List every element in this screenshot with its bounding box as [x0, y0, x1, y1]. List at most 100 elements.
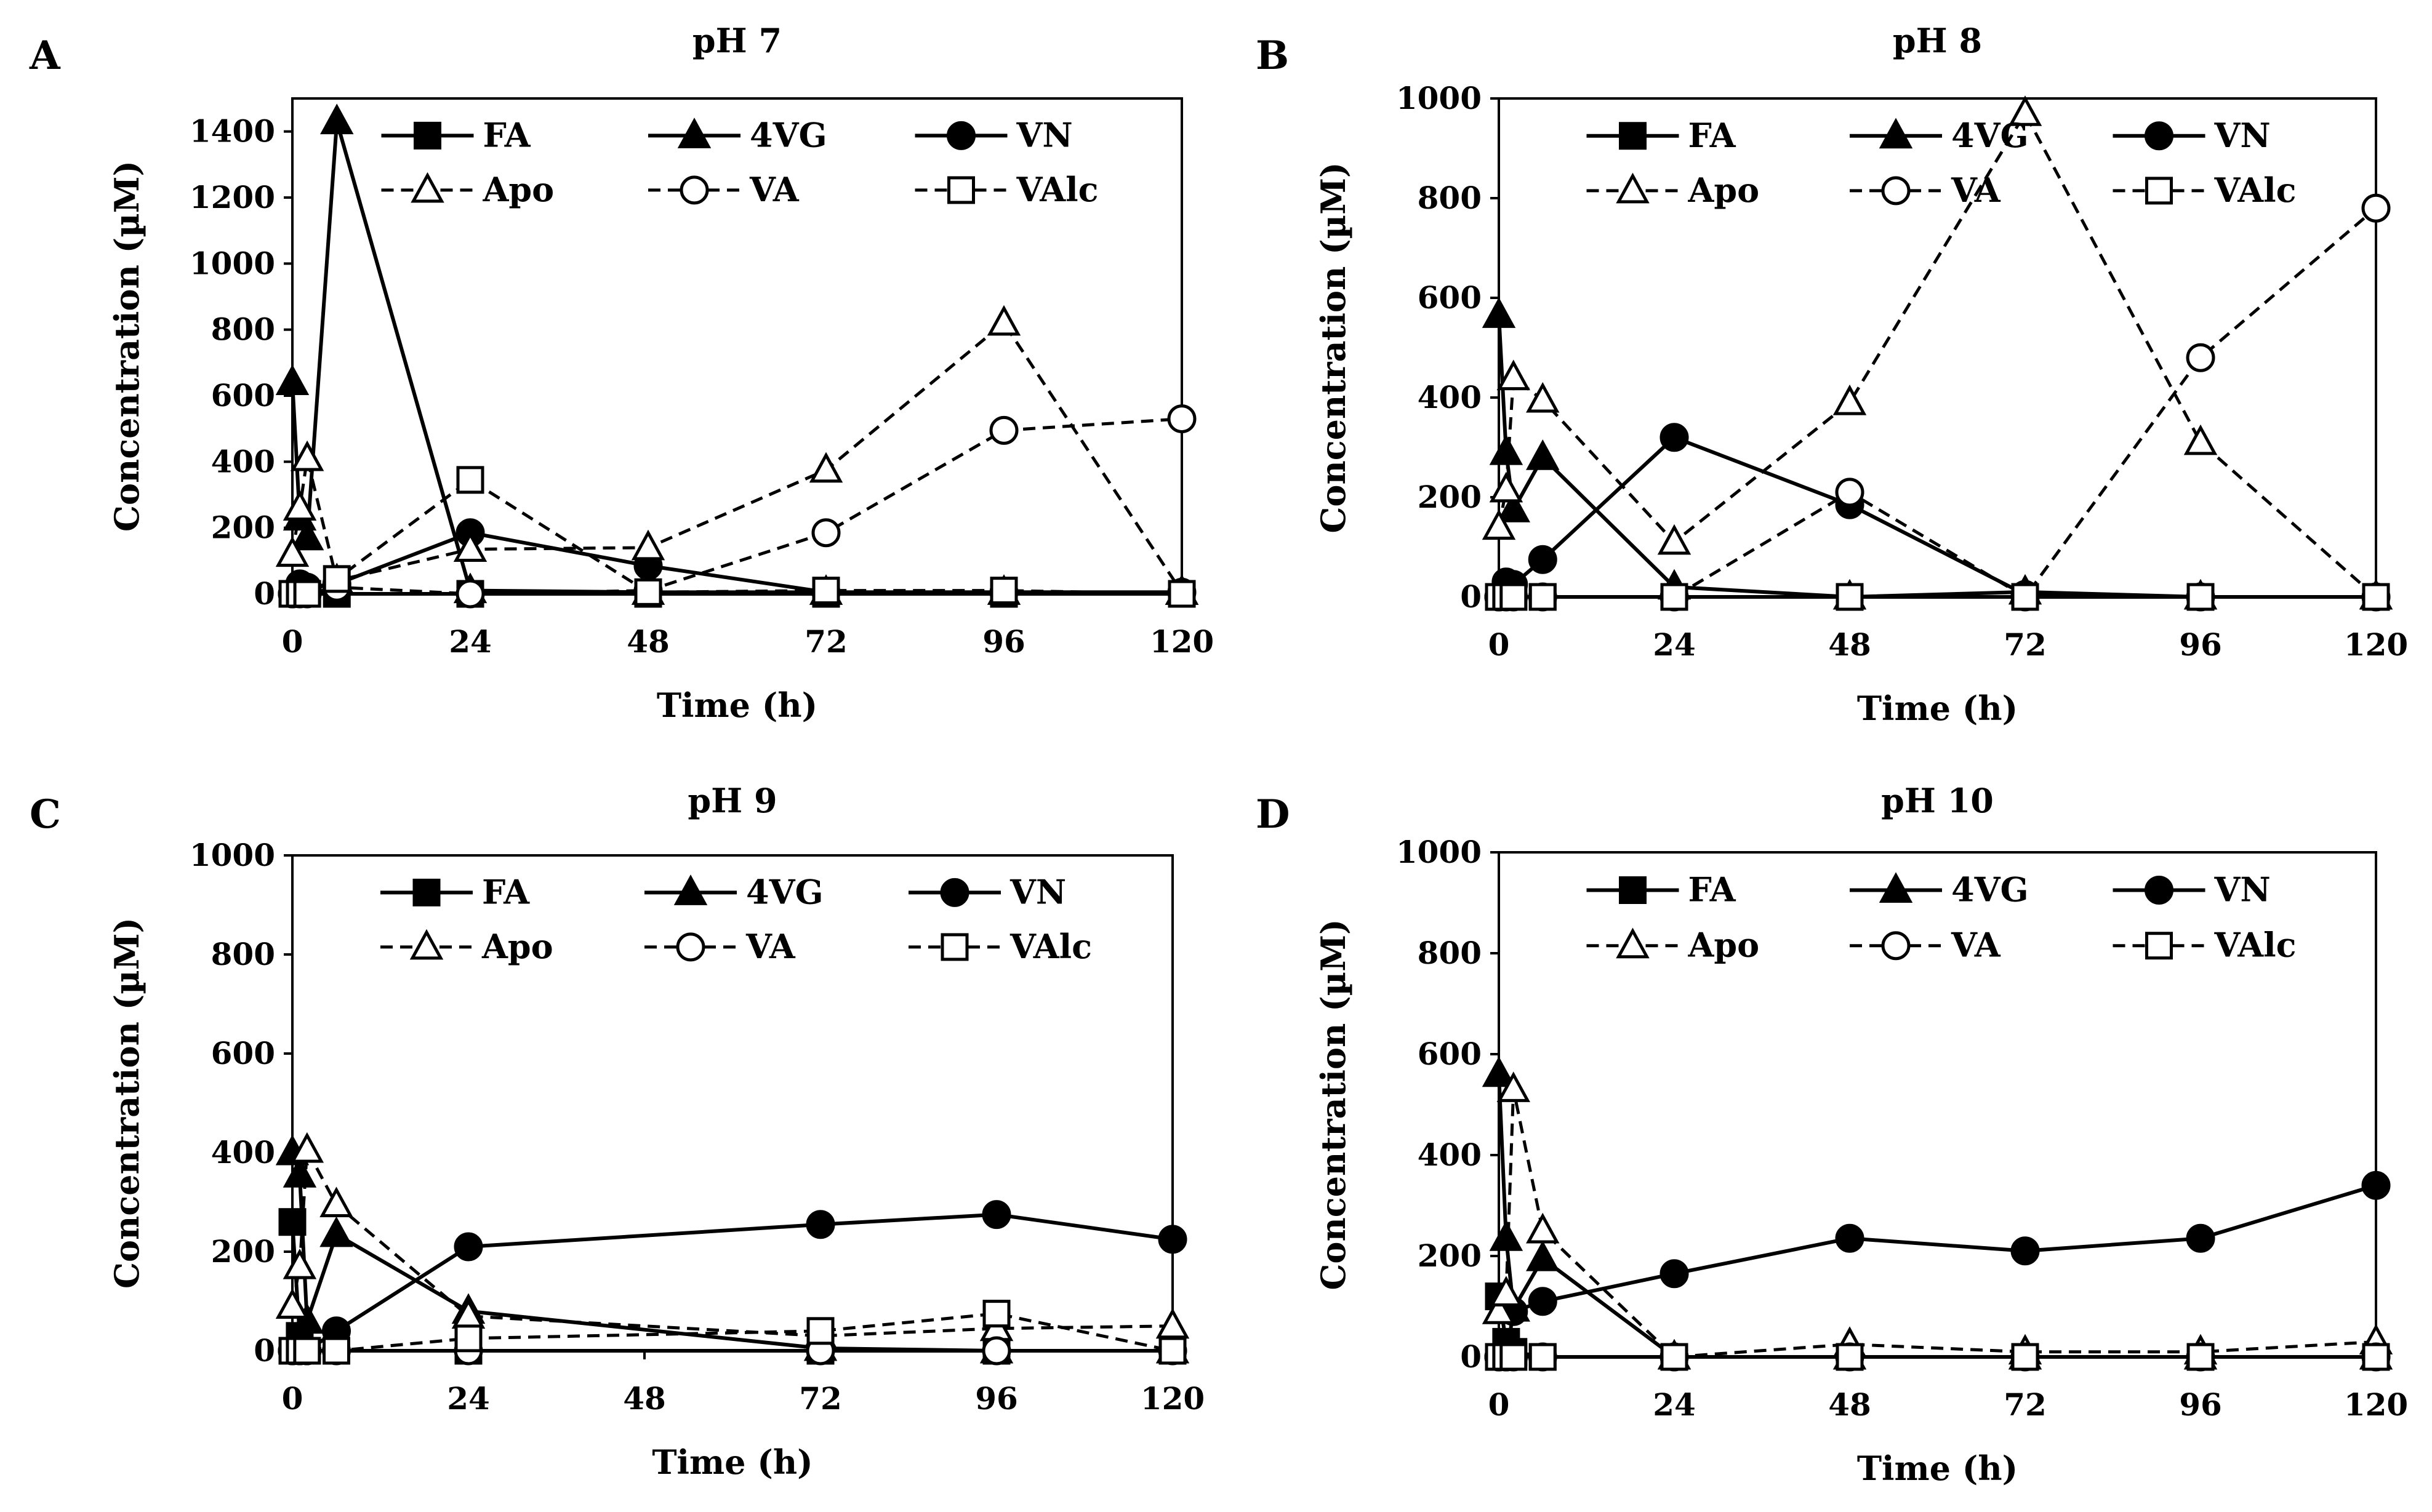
data-point-apo [809, 452, 843, 483]
legend-marker-vn [947, 121, 976, 150]
x-axis-title: Time (h) [1857, 689, 2018, 728]
legend-marker-valc [941, 933, 969, 961]
series-valc [278, 466, 1196, 608]
legend-marker-va [680, 175, 709, 205]
data-point-apo [1832, 384, 1867, 415]
x-tick-label: 0 [1488, 626, 1510, 663]
legend-label: 4VG [1951, 870, 2029, 910]
legend-label: VA [1951, 926, 2001, 965]
data-point-va [1835, 478, 1864, 507]
x-tick-label: 96 [2179, 1386, 2222, 1423]
data-point-vn [1835, 1223, 1864, 1253]
legend-entry-vn: VN [915, 115, 1073, 154]
legend-label: 4VG [746, 872, 824, 911]
legend-label: Apo [481, 927, 553, 966]
legend-entry-fa: FA [1586, 870, 1736, 910]
x-tick-label: 48 [627, 623, 670, 660]
legend-entry-apo: Apo [380, 927, 553, 966]
data-point-valc [2011, 583, 2039, 611]
series-valc [1485, 583, 2390, 611]
data-point-4vg [1526, 439, 1560, 470]
data-point-valc [1158, 1337, 1187, 1365]
legend-entry-vn: VN [2113, 870, 2271, 910]
data-point-vn [2361, 1170, 2391, 1200]
data-point-valc [806, 1317, 835, 1345]
data-point-4vg [1489, 1220, 1523, 1251]
legend-entry-va: VA [1850, 926, 2001, 965]
data-point-apo [1155, 1308, 1190, 1339]
x-tick-label: 24 [449, 623, 492, 660]
legend-marker-fa [414, 121, 441, 150]
legend-entry-valc: VAlc [909, 927, 1092, 966]
y-tick-label: 1200 [190, 179, 275, 215]
legend-entry-valc: VAlc [915, 170, 1099, 209]
series-vn [1484, 423, 2391, 612]
series-line-vn [1497, 435, 2376, 599]
legend: FA 4VG VN Apo VA VAlc [1586, 870, 2297, 965]
y-tick-label: 1000 [1396, 834, 1482, 870]
legend-entry-va: VA [648, 170, 800, 209]
data-point-apo [1482, 1293, 1516, 1324]
legend-entry-va: VA [1850, 170, 2001, 210]
x-tick-label: 96 [975, 1380, 1018, 1417]
legend: FA 4VG VN Apo VA VAlc [381, 115, 1099, 209]
chart-title: pH 9 [688, 781, 777, 820]
data-point-valc [293, 1337, 321, 1365]
y-tick-label: 200 [211, 1233, 275, 1270]
data-point-apo [453, 531, 488, 562]
data-point-valc [454, 1324, 483, 1353]
legend-marker-vn [2145, 876, 2173, 905]
data-point-valc [1528, 583, 1557, 611]
y-tick-label: 600 [211, 1035, 275, 1071]
y-axis-title: Concentration (µM) [107, 161, 146, 532]
y-tick-label: 400 [1418, 379, 1482, 415]
legend-label: Apo [1688, 170, 1760, 210]
data-point-va [1167, 404, 1197, 434]
legend-marker-va [1881, 931, 1911, 961]
y-tick-label: 200 [1418, 479, 1482, 515]
legend-label: FA [483, 115, 531, 154]
series-line-apo [1497, 1087, 2377, 1359]
y-tick-label: 800 [211, 311, 275, 348]
legend-marker-vn [940, 878, 969, 907]
data-point-valc [293, 580, 321, 608]
chart-title: pH 10 [1881, 781, 1994, 820]
legend-entry-fa: FA [380, 872, 530, 911]
data-point-apo [631, 529, 665, 561]
x-tick-label: 120 [1141, 1380, 1205, 1417]
data-point-valc [812, 577, 840, 605]
x-tick-label: 72 [805, 623, 848, 660]
series-line-valc [292, 1312, 1173, 1353]
y-tick-label: 1000 [190, 245, 275, 281]
legend: FA 4VG VN Apo VA VAlc [380, 872, 1092, 966]
series-line-4vg [1497, 315, 2376, 599]
data-point-vn [454, 1232, 483, 1262]
data-point-apo [1489, 1276, 1523, 1306]
legend-marker-4vg [673, 874, 708, 905]
data-point-vn [1659, 1259, 1689, 1289]
data-point-valc [1528, 1343, 1557, 1371]
y-tick-label: 1400 [190, 113, 275, 150]
data-point-valc [323, 565, 351, 593]
legend-marker-va [1881, 176, 1911, 206]
series-line-4vg [291, 1152, 1173, 1353]
legend-marker-apo [1616, 927, 1650, 959]
legend-entry-vn: VN [2113, 116, 2271, 155]
x-tick-label: 48 [1828, 626, 1871, 663]
y-tick-label: 0 [1460, 1338, 1482, 1375]
y-tick-label: 400 [211, 1134, 275, 1170]
x-tick-label: 96 [2179, 626, 2222, 663]
legend-entry-4vg: 4VG [648, 115, 827, 154]
x-tick-label: 48 [623, 1380, 666, 1417]
x-tick-label: 72 [2004, 1386, 2047, 1423]
x-tick-label: 24 [1653, 626, 1696, 663]
legend-marker-fa [1619, 876, 1647, 904]
x-tick-label: 120 [2344, 626, 2408, 663]
data-point-valc [1660, 1343, 1688, 1371]
legend-marker-4vg [1879, 118, 1913, 149]
legend-label: VN [2214, 870, 2271, 910]
